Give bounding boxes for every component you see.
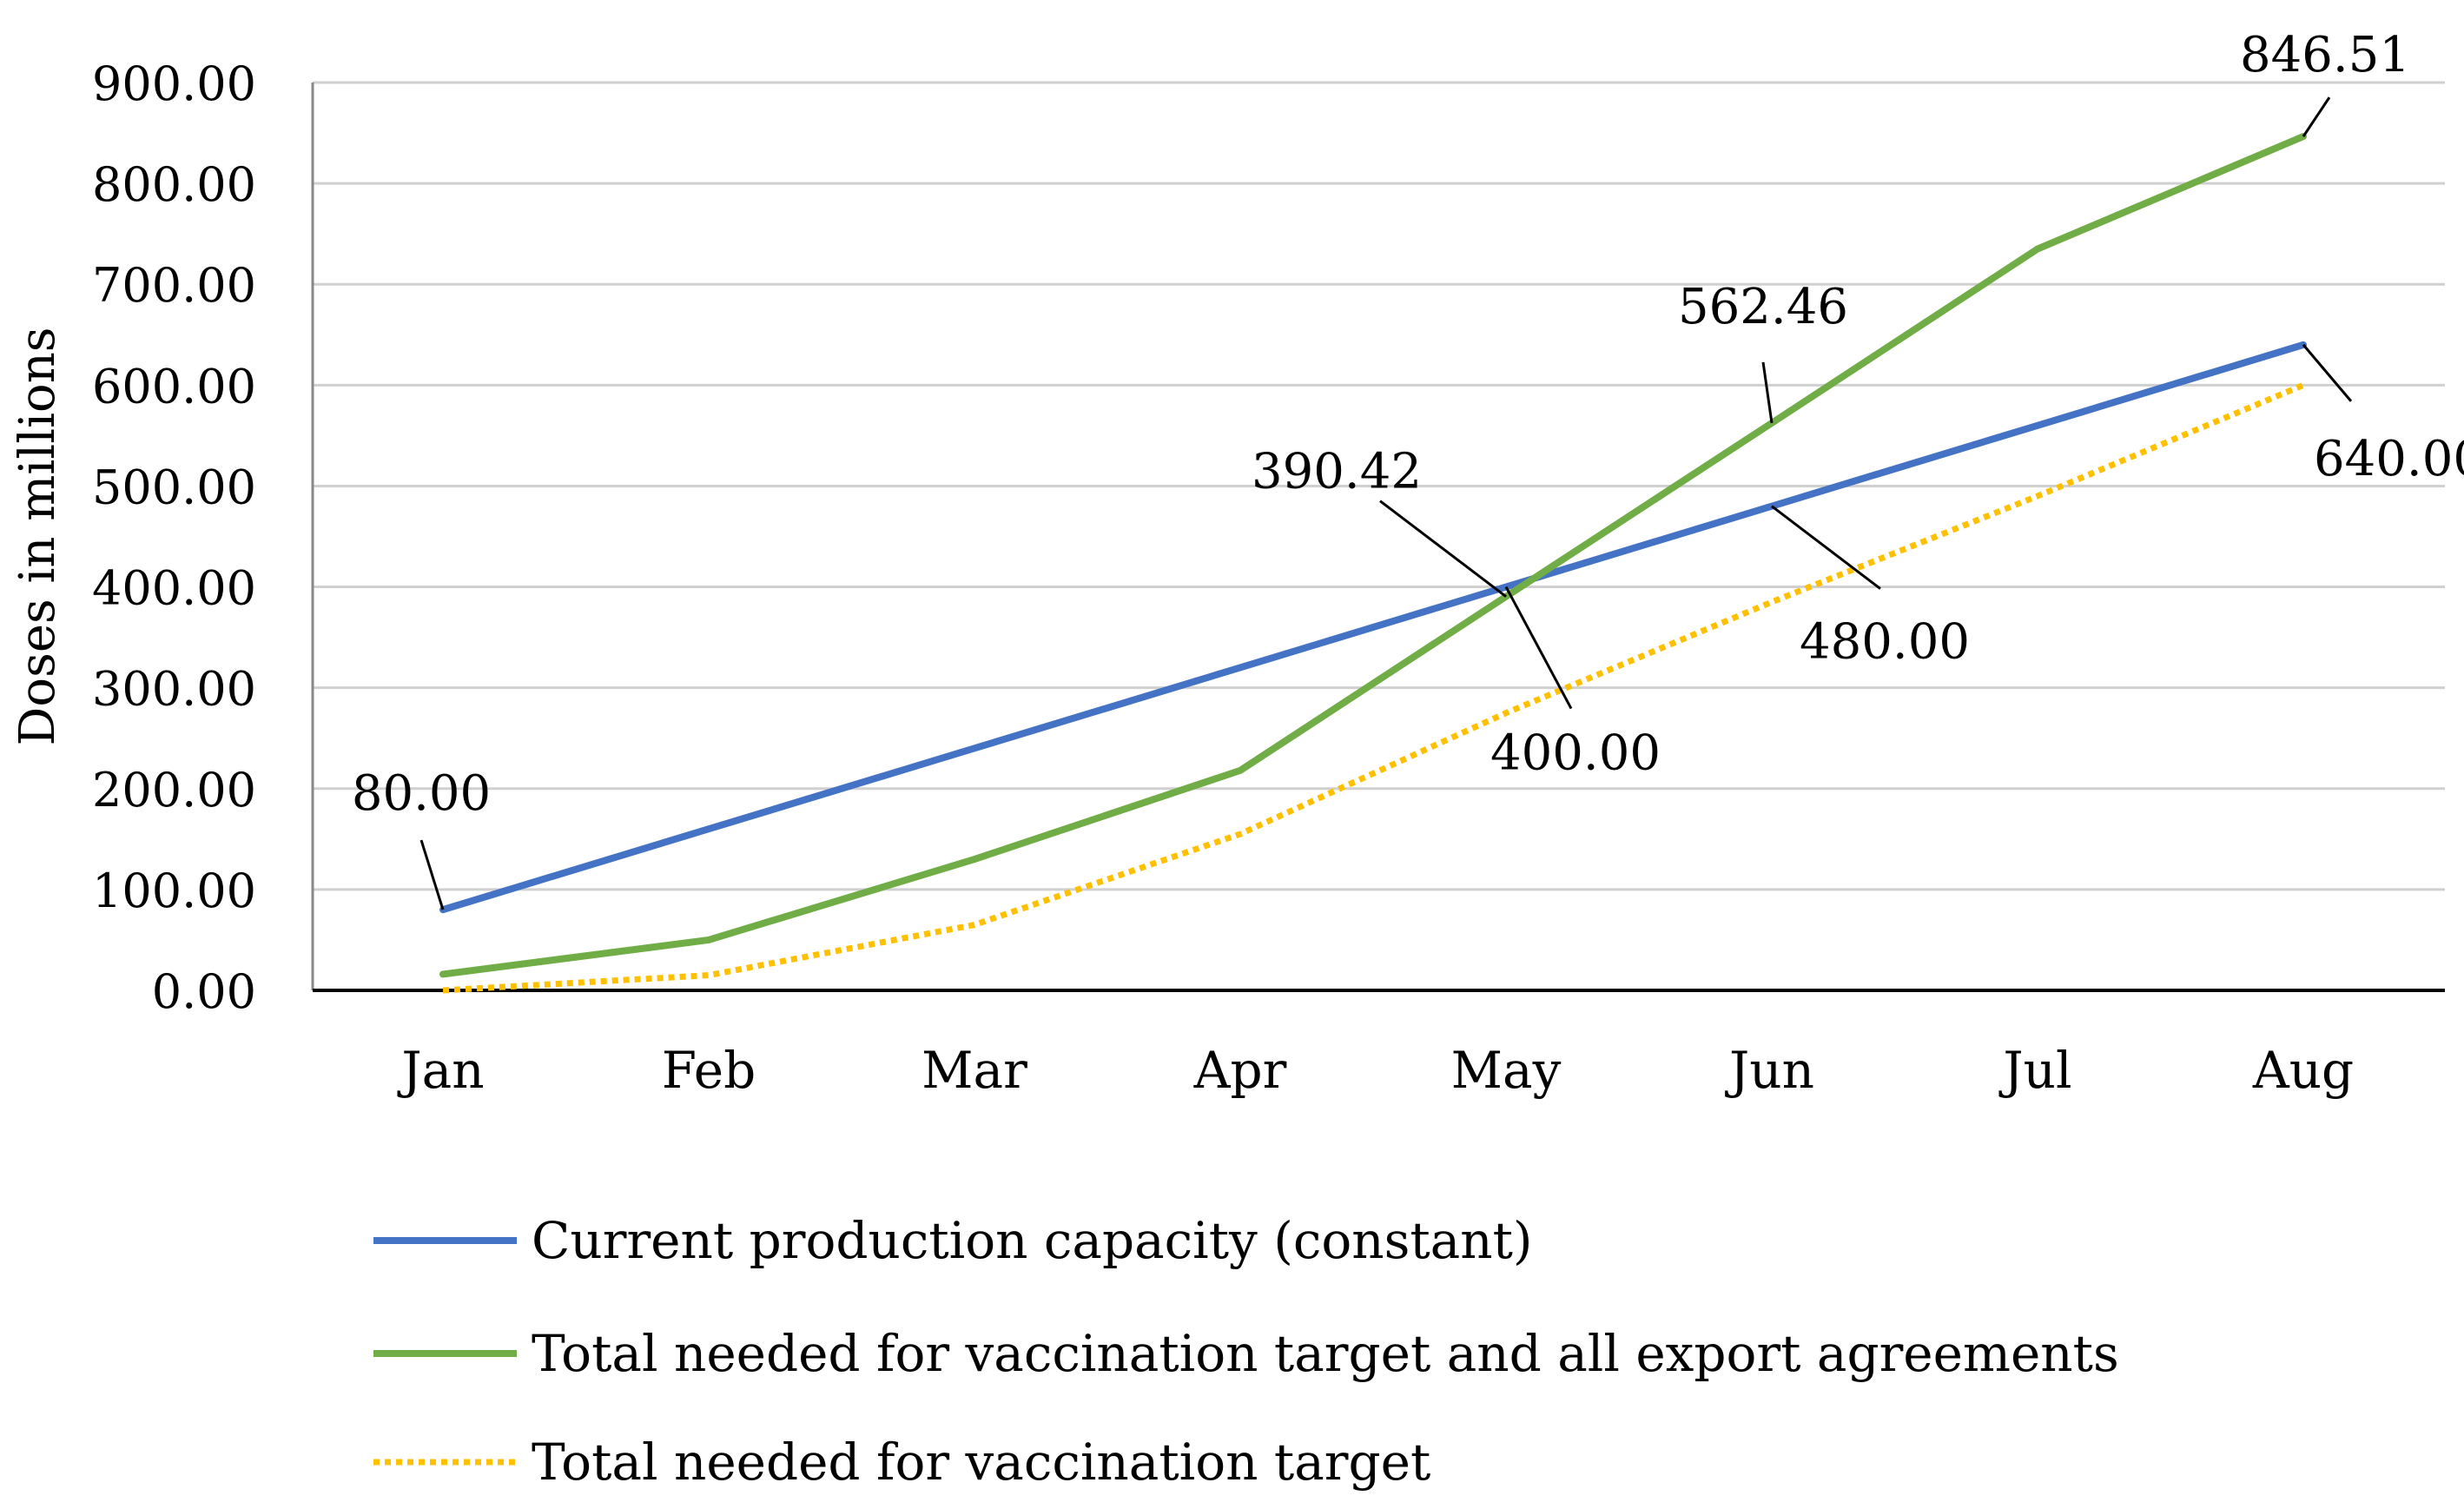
annotation-leader bbox=[419, 839, 445, 910]
annotation-leader bbox=[1771, 505, 1881, 590]
annotation-leader bbox=[1379, 500, 1507, 598]
x-tick-label: Jan bbox=[397, 1041, 484, 1100]
data-annotations: 80.00 390.42 400.00 480.00 562.46 640.00 846.5… bbox=[352, 27, 2464, 910]
x-tick-label: Apr bbox=[1193, 1041, 1287, 1100]
annotation-leader bbox=[2302, 343, 2353, 402]
y-tick-label: 500.00 bbox=[92, 460, 256, 514]
data-label: 80.00 bbox=[352, 765, 491, 822]
y-tick-label: 800.00 bbox=[92, 157, 256, 212]
y-tick-label: 900.00 bbox=[92, 56, 256, 111]
y-tick-label: 400.00 bbox=[92, 561, 256, 616]
series-line-1 bbox=[439, 341, 2307, 914]
series-line-2 bbox=[439, 133, 2307, 978]
x-tick-label: Jul bbox=[1998, 1041, 2071, 1100]
annotation-leader bbox=[1504, 586, 1573, 710]
legend-label-3: Total needed for vaccination target bbox=[532, 1433, 1430, 1492]
data-label: 390.42 bbox=[1252, 444, 1422, 500]
annotation-leader bbox=[2302, 96, 2331, 137]
y-axis-title: Doses in millions bbox=[10, 327, 66, 745]
axes: 0.00 100.00 200.00 300.00 400.00 500.00 600.00… bbox=[10, 56, 2445, 1100]
series-line-3 bbox=[442, 382, 2305, 994]
y-tick-label: 300.00 bbox=[92, 662, 256, 717]
legend-label-1: Current production capacity (constant) bbox=[532, 1211, 1533, 1270]
legend: Current production capacity (constant) To… bbox=[373, 1211, 2119, 1492]
data-label: 562.46 bbox=[1678, 279, 1848, 335]
y-tick-label: 0.00 bbox=[152, 964, 256, 1019]
x-tick-label: Mar bbox=[922, 1041, 1027, 1100]
y-tick-label: 100.00 bbox=[92, 864, 256, 918]
x-tick-label: May bbox=[1451, 1041, 1562, 1100]
y-tick-label: 700.00 bbox=[92, 258, 256, 313]
x-tick-label: Feb bbox=[662, 1041, 756, 1100]
annotation-leader bbox=[1761, 361, 1774, 424]
series-lines bbox=[439, 133, 2307, 994]
x-tick-label: Aug bbox=[2252, 1041, 2354, 1100]
data-label: 400.00 bbox=[1490, 725, 1661, 782]
data-label: 480.00 bbox=[1800, 614, 1970, 671]
x-tick-label: Jun bbox=[1725, 1041, 1814, 1100]
y-tick-label: 600.00 bbox=[92, 359, 256, 414]
legend-label-2: Total needed for vaccination target and … bbox=[532, 1324, 2119, 1383]
gridlines bbox=[313, 81, 2445, 891]
data-label: 640.00 bbox=[2314, 431, 2464, 487]
data-label: 846.51 bbox=[2240, 27, 2410, 83]
y-tick-label: 200.00 bbox=[92, 763, 256, 817]
